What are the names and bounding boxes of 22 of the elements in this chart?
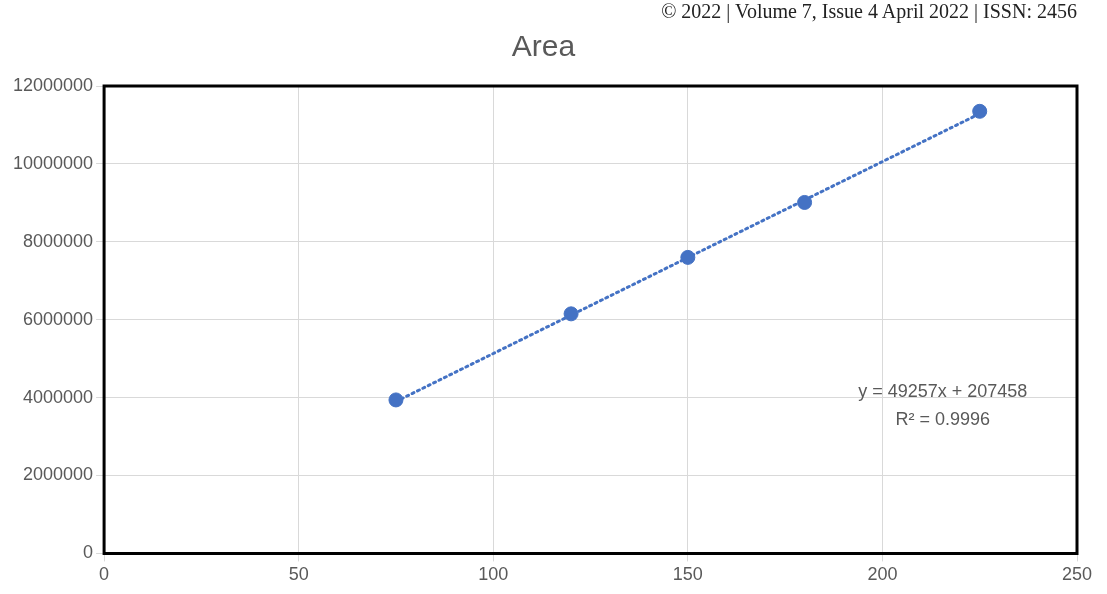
y-tick-label: 12000000 (12, 74, 94, 95)
y-tick-label: 0 (83, 542, 94, 563)
y-tick-label: 2000000 (23, 464, 94, 485)
y-tick-label: 10000000 (12, 152, 94, 173)
point (388, 392, 404, 408)
y-tick-label: 4000000 (23, 386, 94, 407)
text: © 2022 | Volume 7, Issue 4 April 2022 | ISSN: 2456 (661, 0, 1077, 23)
point (797, 194, 813, 210)
point (680, 249, 696, 265)
x-tick-label: 250 (1061, 564, 1093, 585)
chart-title: Area (511, 29, 576, 63)
x-tick-label: 0 (99, 564, 110, 585)
point (563, 306, 579, 322)
x-tick-label: 50 (288, 564, 309, 585)
x-tick-label: 100 (478, 564, 509, 585)
annotation: y = 49257x + 207458 (858, 380, 1028, 401)
y-tick-label: 6000000 (23, 308, 94, 329)
annotation: R² = 0.9996 (895, 408, 991, 429)
y-tick-label: 8000000 (23, 230, 94, 251)
point (972, 103, 988, 119)
x-tick-label: 150 (672, 564, 703, 585)
x-tick-label: 200 (867, 564, 898, 585)
